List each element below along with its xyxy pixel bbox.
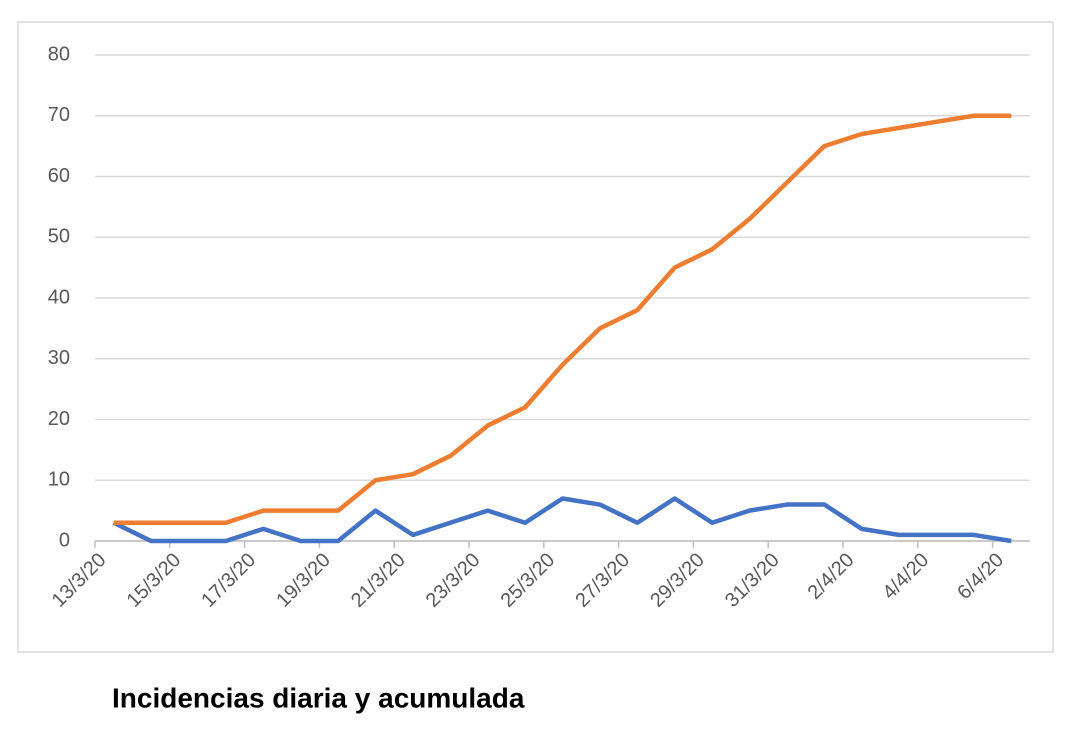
y-tick-label: 40 <box>48 286 70 308</box>
y-tick-label: 70 <box>48 104 70 126</box>
y-tick-label: 10 <box>48 469 70 491</box>
data-line <box>113 113 1012 526</box>
y-tick-label: 30 <box>48 347 70 369</box>
y-tick-label: 0 <box>59 529 70 551</box>
chart-frame <box>17 21 1054 653</box>
chart-title: Incidencias diaria y acumulada <box>112 682 525 713</box>
y-tick-label: 20 <box>48 408 70 430</box>
y-tick-label: 50 <box>48 226 70 248</box>
y-tick-label: 80 <box>48 43 70 65</box>
y-tick-label: 60 <box>48 165 70 187</box>
data-line <box>112 496 1012 544</box>
